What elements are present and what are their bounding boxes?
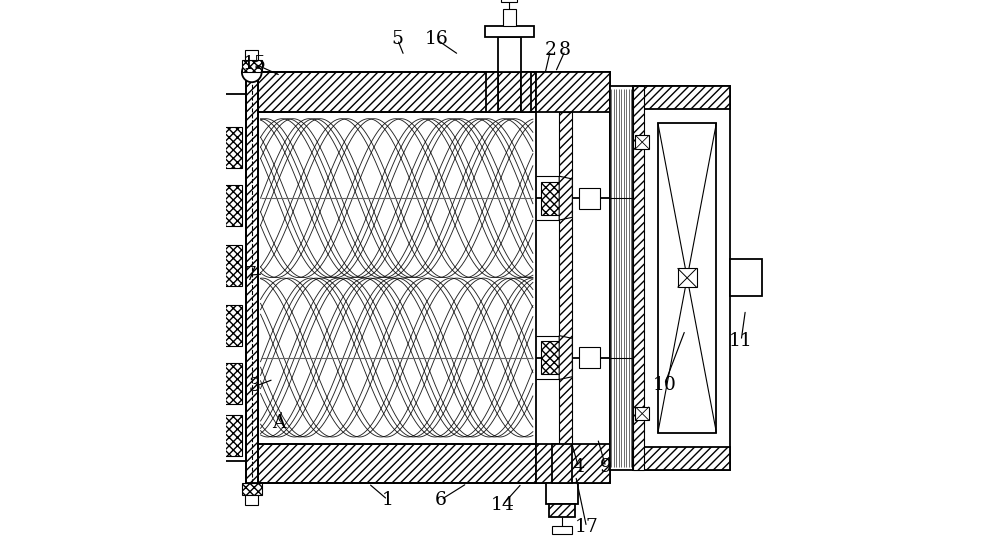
Bar: [245, 50, 258, 60]
Bar: [559, 112, 572, 444]
Text: 17: 17: [575, 518, 599, 536]
Bar: [635, 407, 649, 420]
Bar: [541, 182, 562, 215]
Bar: [579, 347, 600, 368]
Bar: [633, 86, 730, 470]
Bar: [635, 135, 649, 149]
Bar: [633, 86, 644, 470]
Text: 10: 10: [652, 376, 676, 393]
Text: 2: 2: [544, 42, 556, 59]
Text: 5: 5: [392, 31, 404, 48]
Bar: [485, 26, 534, 37]
Text: 3: 3: [249, 378, 261, 395]
Bar: [536, 444, 610, 483]
Text: A: A: [272, 414, 286, 432]
Bar: [223, 363, 242, 404]
Bar: [501, 0, 517, 2]
Text: 6: 6: [435, 491, 447, 509]
Bar: [633, 86, 730, 109]
Bar: [503, 9, 516, 26]
Bar: [536, 72, 610, 112]
Bar: [730, 259, 762, 296]
Bar: [486, 72, 498, 112]
Bar: [610, 86, 633, 470]
Bar: [541, 341, 562, 374]
Bar: [242, 483, 262, 495]
Text: 14: 14: [490, 496, 514, 514]
Bar: [258, 444, 536, 483]
Bar: [223, 127, 242, 168]
Bar: [246, 72, 258, 483]
Bar: [242, 60, 262, 72]
Text: 16: 16: [425, 31, 448, 48]
Bar: [536, 72, 610, 483]
Bar: [498, 37, 521, 72]
Bar: [579, 188, 600, 209]
Bar: [633, 447, 730, 470]
Bar: [223, 415, 242, 456]
Bar: [223, 305, 242, 346]
Bar: [223, 245, 242, 286]
Text: 9: 9: [600, 458, 612, 476]
Bar: [245, 495, 258, 505]
Bar: [258, 72, 536, 112]
Polygon shape: [559, 335, 572, 379]
Text: 8: 8: [559, 42, 571, 59]
Bar: [521, 72, 531, 112]
Bar: [549, 504, 575, 517]
Text: 4: 4: [572, 458, 584, 476]
Bar: [223, 185, 242, 226]
Polygon shape: [559, 176, 572, 220]
Bar: [552, 444, 572, 483]
Text: 7: 7: [244, 266, 256, 284]
Bar: [552, 526, 572, 534]
Bar: [678, 269, 697, 288]
Bar: [658, 123, 716, 433]
Text: 15: 15: [243, 55, 267, 73]
Text: 1: 1: [382, 491, 394, 509]
Text: 11: 11: [729, 332, 753, 350]
Bar: [546, 483, 578, 504]
Circle shape: [242, 62, 262, 82]
